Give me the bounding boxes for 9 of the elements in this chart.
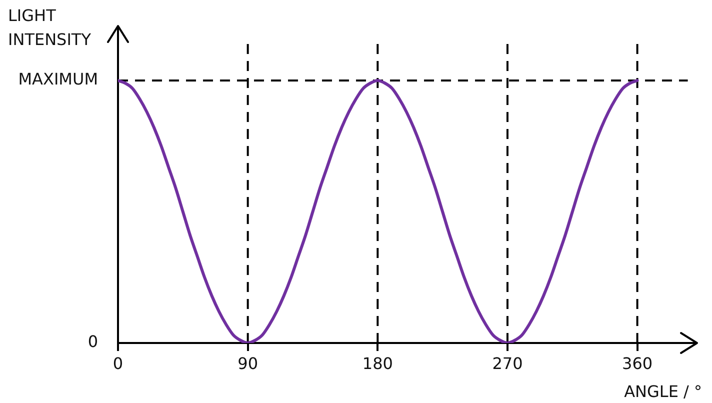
annotation: MAXIMUM: [18, 70, 98, 89]
x-tick-label: 180: [362, 354, 393, 373]
y-axis-title: LIGHT INTENSITY: [8, 5, 92, 51]
x-tick-label: 0: [112, 354, 124, 373]
x-tick-label: 90: [238, 354, 258, 373]
x-tick-label: 270: [492, 354, 523, 373]
text: 0: [88, 332, 98, 352]
x-tick-label: 360: [622, 354, 653, 373]
x-axis-title: ANGLE / °: [624, 381, 702, 403]
